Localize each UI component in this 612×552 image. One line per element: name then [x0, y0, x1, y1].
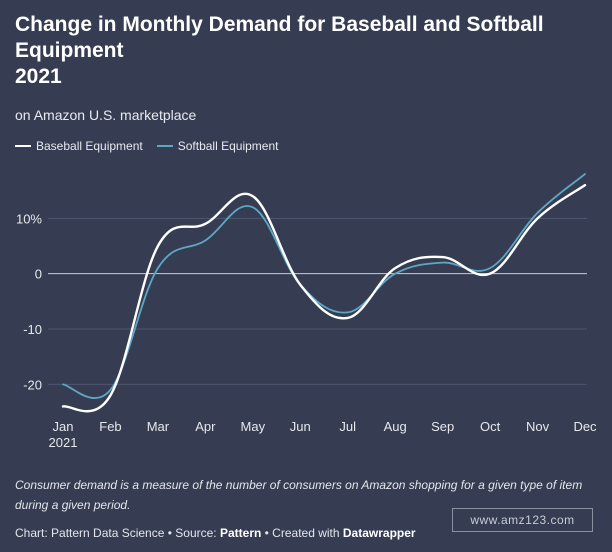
- chart-subtitle: on Amazon U.S. marketplace: [15, 107, 197, 123]
- y-tick-label: 10%: [16, 211, 42, 226]
- y-tick-label: 0: [35, 267, 42, 282]
- x-tick-year: 2021: [49, 435, 78, 450]
- x-tick-label: Dec: [573, 419, 597, 434]
- x-tick-label: Nov: [526, 419, 550, 434]
- legend-item-baseball: Baseball Equipment: [15, 139, 143, 153]
- x-tick-label: Oct: [480, 419, 501, 434]
- x-tick-label: Feb: [99, 419, 121, 434]
- x-tick-label: Apr: [195, 419, 216, 434]
- credit-source: Pattern: [219, 526, 262, 540]
- y-tick-label: -10: [23, 322, 42, 337]
- x-tick-label: Jun: [290, 419, 311, 434]
- credit-tool: Datawrapper: [342, 526, 416, 540]
- credit-prefix: Chart: Pattern Data Science • Source:: [15, 526, 220, 540]
- x-tick-label: Mar: [147, 419, 170, 434]
- x-axis-ticks: Jan Feb Mar Apr May Jun Jul Aug Sep Oct Nov Dec 2021: [49, 419, 598, 450]
- credit-line: Chart: Pattern Data Science • Source: Pa…: [15, 526, 416, 540]
- series-line-baseball: [61, 183, 587, 413]
- chart-title: Change in Monthly Demand for Baseball an…: [15, 12, 600, 90]
- series-line-softball: [62, 173, 586, 399]
- x-tick-label: May: [241, 419, 266, 434]
- legend-item-softball: Softball Equipment: [156, 139, 279, 153]
- x-tick-label: Aug: [384, 419, 407, 434]
- gridlines: [48, 217, 587, 385]
- x-tick-label: Sep: [431, 419, 454, 434]
- x-tick-label: Jan: [53, 419, 74, 434]
- title-line: Change in Monthly Demand for Baseball an…: [15, 13, 544, 36]
- credit-middle: • Created with: [261, 526, 343, 540]
- legend-label: Softball Equipment: [177, 139, 279, 153]
- y-tick-label: -20: [23, 377, 42, 392]
- title-line: 2021: [15, 65, 62, 88]
- legend-label: Baseball Equipment: [36, 139, 143, 153]
- title-line: Equipment: [15, 39, 124, 62]
- legend-swatch-baseball: [15, 145, 31, 147]
- series-lines: [61, 173, 587, 413]
- x-tick-label: Jul: [339, 419, 356, 434]
- legend: Baseball Equipment Softball Equipment: [15, 139, 292, 153]
- legend-swatch-softball: [156, 145, 173, 147]
- footnote: Consumer demand is a measure of the numb…: [15, 478, 583, 512]
- y-axis-ticks: -20 -10 0 10%: [16, 211, 42, 392]
- line-chart: -20 -10 0 10% Jan Feb Mar Apr May Jun Jul Aug Sep Oc…: [16, 173, 598, 450]
- watermark: www.amz123.com: [452, 508, 593, 532]
